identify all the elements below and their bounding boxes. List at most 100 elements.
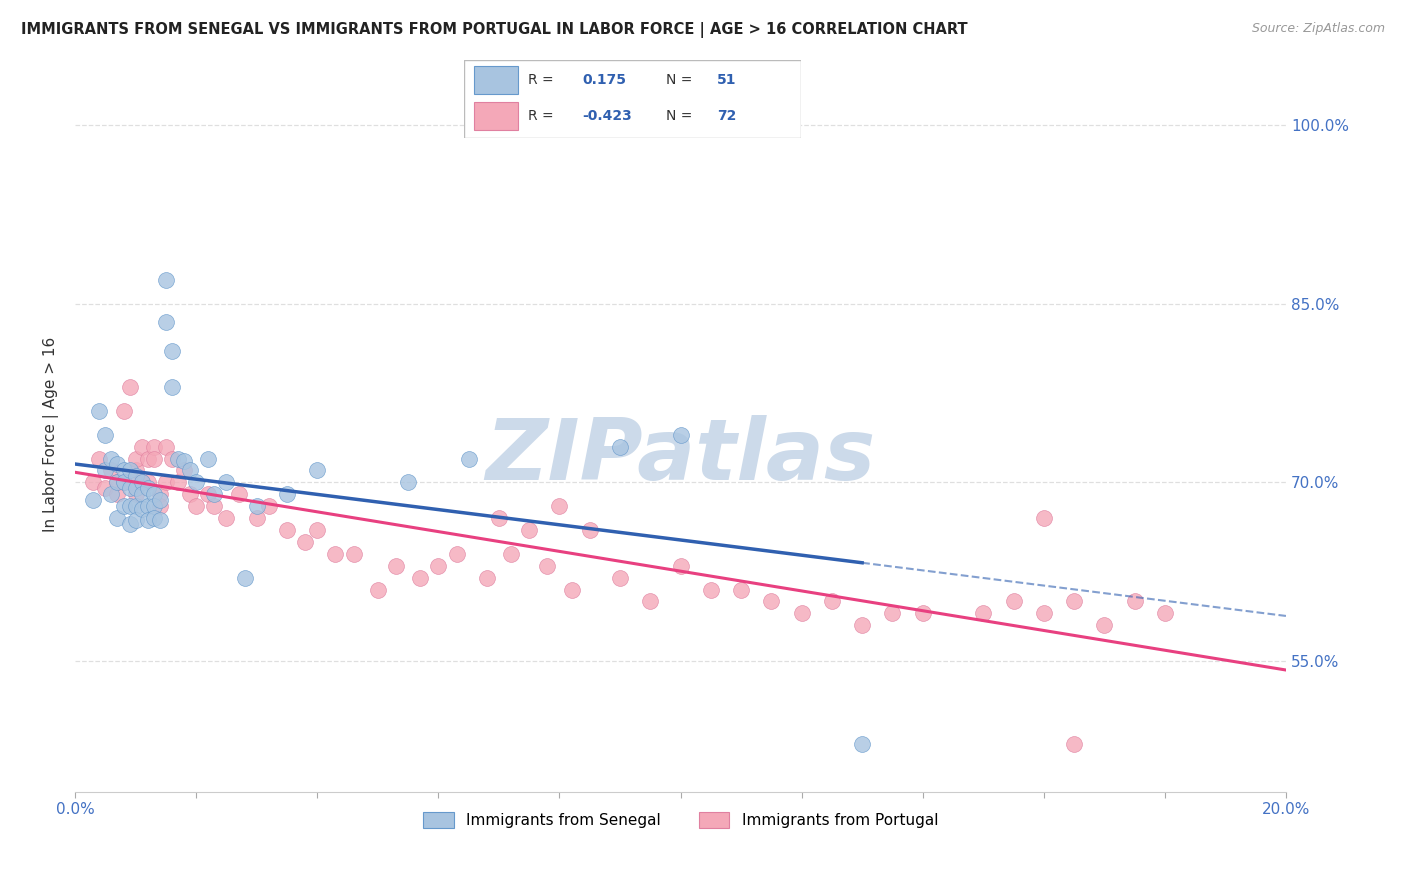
Point <box>517 523 540 537</box>
Point <box>155 315 177 329</box>
Point <box>124 481 146 495</box>
Point <box>179 487 201 501</box>
Text: R =: R = <box>529 110 554 123</box>
Point <box>186 499 208 513</box>
Point <box>700 582 723 597</box>
Point <box>1092 618 1115 632</box>
Point <box>499 547 522 561</box>
Point <box>638 594 661 608</box>
Point <box>228 487 250 501</box>
Point <box>118 499 141 513</box>
Text: R =: R = <box>529 73 554 87</box>
Point <box>1002 594 1025 608</box>
Point <box>94 481 117 495</box>
Point <box>124 487 146 501</box>
Point <box>124 499 146 513</box>
Point <box>124 469 146 483</box>
Point <box>325 547 347 561</box>
Point <box>475 571 498 585</box>
Point <box>118 481 141 495</box>
Point <box>100 463 122 477</box>
Point <box>142 487 165 501</box>
Point <box>131 501 153 516</box>
Point <box>136 451 159 466</box>
Point <box>457 451 479 466</box>
Point <box>257 499 280 513</box>
Point <box>561 582 583 597</box>
Point <box>173 454 195 468</box>
Point <box>100 487 122 501</box>
Point <box>118 463 141 477</box>
Point <box>882 607 904 621</box>
Point <box>167 475 190 490</box>
Point <box>107 511 129 525</box>
Point <box>82 475 104 490</box>
Point <box>82 493 104 508</box>
Point <box>307 523 329 537</box>
Point <box>94 463 117 477</box>
Y-axis label: In Labor Force | Age > 16: In Labor Force | Age > 16 <box>44 337 59 533</box>
Point <box>276 487 298 501</box>
Point <box>112 475 135 490</box>
Point <box>142 451 165 466</box>
Point <box>342 547 364 561</box>
Point <box>94 427 117 442</box>
Point <box>124 463 146 477</box>
Point <box>790 607 813 621</box>
Point <box>669 427 692 442</box>
Point <box>142 440 165 454</box>
Text: -0.423: -0.423 <box>582 110 631 123</box>
Point <box>972 607 994 621</box>
Point <box>136 475 159 490</box>
Point <box>107 458 129 472</box>
Point <box>107 475 129 490</box>
Point <box>851 618 873 632</box>
Point <box>179 463 201 477</box>
Point <box>149 487 172 501</box>
Point <box>118 516 141 531</box>
Point <box>851 737 873 751</box>
Point <box>385 558 408 573</box>
Point <box>276 523 298 537</box>
Text: N =: N = <box>666 110 693 123</box>
Point <box>149 493 172 508</box>
Point <box>294 534 316 549</box>
Point <box>131 475 153 490</box>
Point <box>488 511 510 525</box>
Point <box>136 513 159 527</box>
Text: 72: 72 <box>717 110 737 123</box>
Point <box>186 475 208 490</box>
Point <box>536 558 558 573</box>
FancyBboxPatch shape <box>464 60 801 138</box>
Text: ZIPatlas: ZIPatlas <box>485 415 876 498</box>
Point <box>124 451 146 466</box>
Point <box>136 481 159 495</box>
Point <box>155 475 177 490</box>
Point <box>107 487 129 501</box>
Point <box>155 440 177 454</box>
Point <box>202 487 225 501</box>
Point <box>446 547 468 561</box>
Point <box>142 499 165 513</box>
Point <box>246 511 269 525</box>
Point <box>609 571 631 585</box>
Point <box>246 499 269 513</box>
Point <box>112 499 135 513</box>
Bar <box>474 66 517 95</box>
Point <box>118 380 141 394</box>
Text: Source: ZipAtlas.com: Source: ZipAtlas.com <box>1251 22 1385 36</box>
Point <box>202 499 225 513</box>
Point <box>1032 511 1054 525</box>
Point <box>233 571 256 585</box>
Point <box>89 451 111 466</box>
Point <box>578 523 600 537</box>
Point <box>821 594 844 608</box>
Point <box>367 582 389 597</box>
Text: 0.175: 0.175 <box>582 73 626 87</box>
Bar <box>474 103 517 130</box>
Point <box>173 463 195 477</box>
Point <box>160 344 183 359</box>
Point <box>149 513 172 527</box>
Point <box>160 380 183 394</box>
Point <box>107 475 129 490</box>
